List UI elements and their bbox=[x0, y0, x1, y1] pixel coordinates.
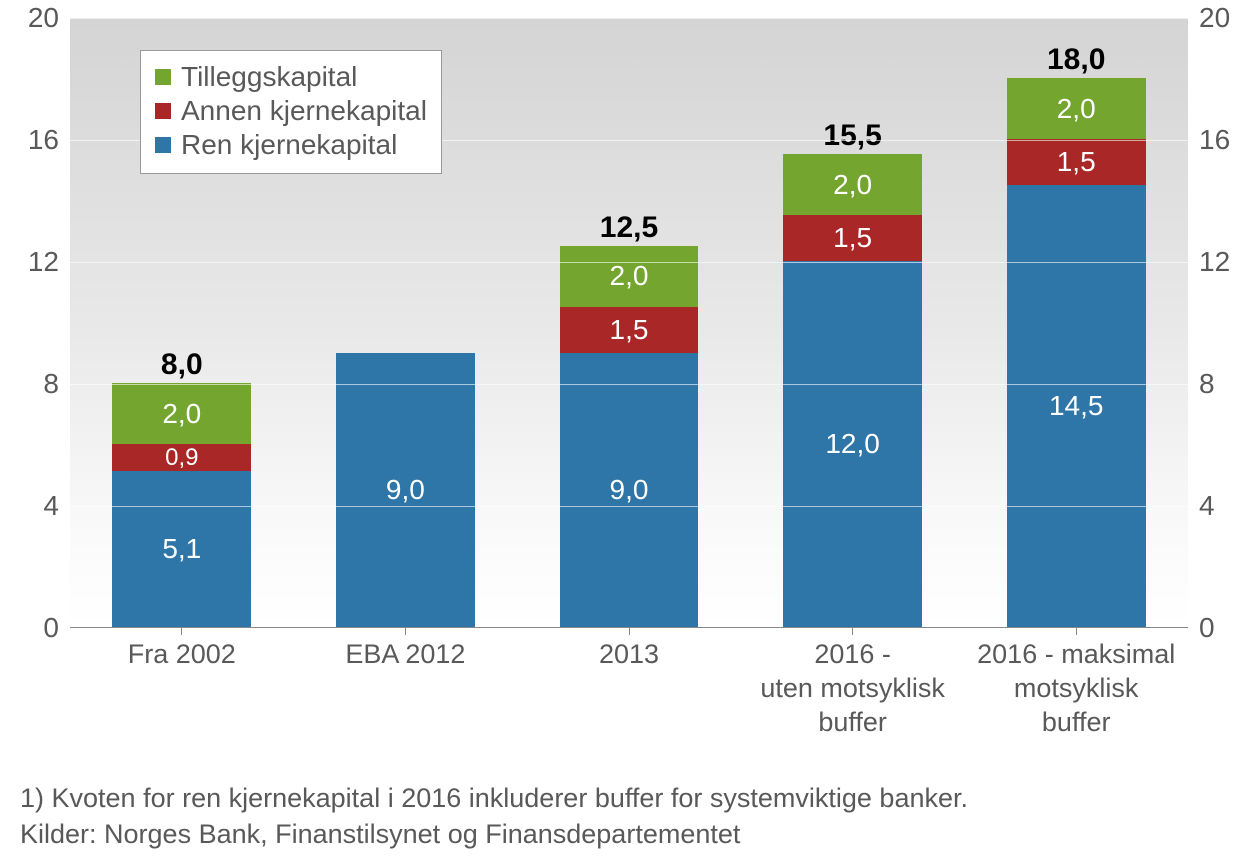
legend-label: Annen kjernekapital bbox=[181, 95, 427, 127]
bar-segment-annen: 1,5 bbox=[783, 215, 922, 261]
footnotes: 1) Kvoten for ren kjernekapital i 2016 i… bbox=[20, 780, 1240, 853]
legend-swatch bbox=[155, 69, 171, 85]
bar-stack: 5,10,92,0 bbox=[112, 383, 251, 627]
capital-requirements-chart: 5,10,92,08,09,09,01,52,012,512,01,52,015… bbox=[10, 10, 1248, 857]
bar-total-label: 12,5 bbox=[560, 211, 699, 245]
bar-segment-till: 2,0 bbox=[1007, 78, 1146, 139]
bar-total-label: 8,0 bbox=[112, 348, 251, 382]
bar-segment-till: 2,0 bbox=[783, 154, 922, 215]
legend-item: Ren kjernekapital bbox=[155, 129, 427, 161]
legend-swatch bbox=[155, 137, 171, 153]
y-tick-left: 0 bbox=[10, 613, 65, 643]
legend-item: Annen kjernekapital bbox=[155, 95, 427, 127]
bar-segment-annen: 1,5 bbox=[1007, 139, 1146, 185]
footnote-sources: Kilder: Norges Bank, Finanstilsynet og F… bbox=[20, 816, 1240, 852]
x-tick-mark bbox=[405, 628, 406, 635]
bar-segment-ren: 12,0 bbox=[783, 261, 922, 627]
y-tick-right: 0 bbox=[1193, 613, 1248, 643]
y-tick-left: 20 bbox=[10, 3, 65, 33]
legend-swatch bbox=[155, 103, 171, 119]
bar-segment-ren: 9,0 bbox=[560, 353, 699, 628]
x-axis-labels: Fra 2002EBA 201220132016 -uten motsyklis… bbox=[70, 638, 1188, 758]
bar-segment-ren: 9,0 bbox=[336, 353, 475, 628]
legend-label: Ren kjernekapital bbox=[181, 129, 397, 161]
legend-label: Tilleggskapital bbox=[181, 61, 357, 93]
bar-slot: 12,01,52,015,5 bbox=[783, 18, 922, 627]
bar-segment-till: 2,0 bbox=[112, 383, 251, 444]
y-tick-left: 16 bbox=[10, 125, 65, 155]
x-tick-label: 2016 -uten motsykliskbuffer bbox=[741, 638, 965, 739]
bar-stack: 9,01,52,0 bbox=[560, 246, 699, 627]
bar-segment-ren: 14,5 bbox=[1007, 185, 1146, 627]
x-tick-label: 2013 bbox=[517, 638, 741, 672]
bar-segment-annen: 1,5 bbox=[560, 307, 699, 353]
bar-segment-till: 2,0 bbox=[560, 246, 699, 307]
x-tick-mark bbox=[629, 628, 630, 635]
y-tick-left: 12 bbox=[10, 247, 65, 277]
legend: TilleggskapitalAnnen kjernekapitalRen kj… bbox=[140, 50, 442, 174]
legend-item: Tilleggskapital bbox=[155, 61, 427, 93]
bar-segment-annen: 0,9 bbox=[112, 444, 251, 471]
bar-stack: 12,01,52,0 bbox=[783, 154, 922, 627]
footnote-1: 1) Kvoten for ren kjernekapital i 2016 i… bbox=[20, 780, 1240, 816]
y-tick-right: 20 bbox=[1193, 3, 1248, 33]
y-axis-right: 048121620 bbox=[1193, 18, 1248, 628]
bar-stack: 14,51,52,0 bbox=[1007, 78, 1146, 627]
y-axis-left: 048121620 bbox=[10, 18, 65, 628]
x-tick-label: Fra 2002 bbox=[70, 638, 294, 672]
x-tick-label: EBA 2012 bbox=[294, 638, 518, 672]
y-tick-right: 4 bbox=[1193, 491, 1248, 521]
y-tick-right: 16 bbox=[1193, 125, 1248, 155]
bar-total-label: 15,5 bbox=[783, 119, 922, 153]
y-tick-right: 12 bbox=[1193, 247, 1248, 277]
bar-slot: 9,01,52,012,5 bbox=[560, 18, 699, 627]
x-tick-mark bbox=[852, 628, 853, 635]
y-tick-left: 8 bbox=[10, 369, 65, 399]
y-tick-left: 4 bbox=[10, 491, 65, 521]
bar-segment-ren: 5,1 bbox=[112, 471, 251, 627]
y-tick-right: 8 bbox=[1193, 369, 1248, 399]
x-tick-mark bbox=[1076, 628, 1077, 635]
x-tick-mark bbox=[181, 628, 182, 635]
x-tick-label: 2016 - maksimalmotsykliskbuffer bbox=[964, 638, 1188, 739]
bar-stack: 9,0 bbox=[336, 353, 475, 628]
bar-slot: 14,51,52,018,0 bbox=[1007, 18, 1146, 627]
bar-total-label: 18,0 bbox=[1007, 43, 1146, 77]
